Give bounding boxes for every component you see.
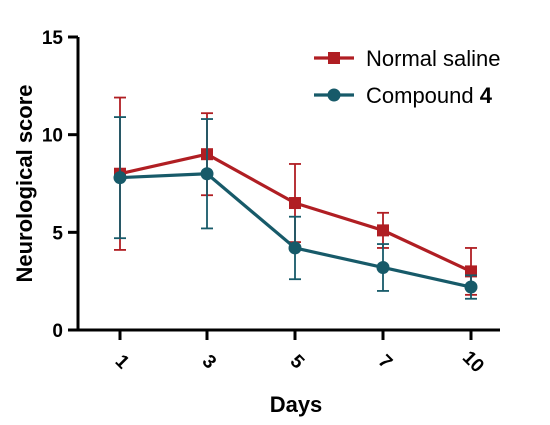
- data-point: [465, 265, 477, 278]
- y-tick-label: 10: [42, 126, 63, 147]
- legend-label: Compound 4: [366, 83, 493, 108]
- x-tick-label: 5: [286, 351, 309, 374]
- data-point: [377, 224, 389, 237]
- x-tick-label: 3: [198, 351, 220, 373]
- legend-label: Normal saline: [366, 46, 501, 71]
- series-2: [113, 116, 478, 300]
- legend: Normal saline Compound 4: [314, 46, 501, 108]
- x-tick-label: 10: [458, 347, 488, 377]
- x-ticks: 1 3 5 7 10: [111, 330, 488, 377]
- legend-item: Compound 4: [314, 83, 493, 108]
- legend-marker: [328, 52, 340, 64]
- data-point: [200, 167, 214, 181]
- data-point: [464, 280, 478, 294]
- axes: [76, 37, 500, 332]
- legend-marker: [327, 88, 341, 102]
- data-point: [289, 197, 301, 210]
- legend-item: Normal saline: [314, 46, 501, 71]
- x-tick-label: 1: [111, 351, 134, 374]
- y-tick-label: 5: [52, 223, 63, 244]
- series-layer: [113, 96, 478, 300]
- y-tick-label: 15: [42, 28, 64, 49]
- data-point: [288, 241, 302, 255]
- y-ticks: 0 5 10 15: [42, 28, 78, 342]
- data-point: [113, 171, 127, 185]
- data-point: [376, 260, 390, 274]
- x-axis-title: Days: [270, 392, 323, 417]
- y-tick-label: 0: [52, 321, 63, 342]
- y-axis-title: Neurological score: [12, 84, 37, 282]
- x-tick-label: 7: [374, 351, 396, 373]
